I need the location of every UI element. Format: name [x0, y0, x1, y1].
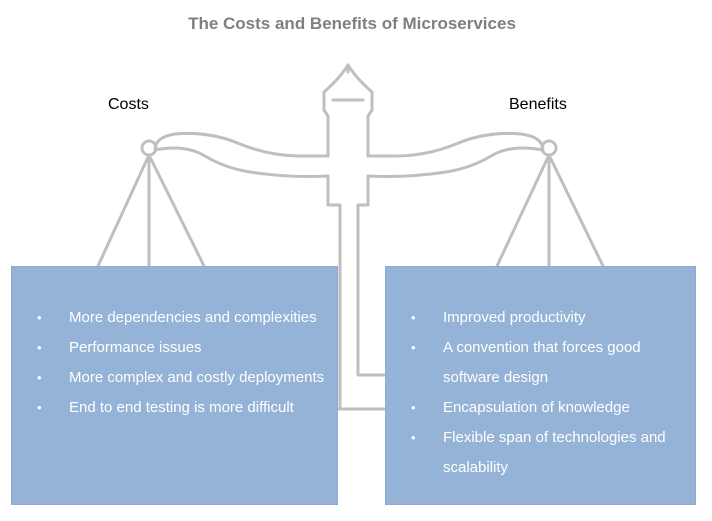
bullet-icon: • — [37, 370, 42, 385]
benefits-list: • Improved productivity • A convention tha… — [411, 303, 683, 483]
benefit-item-text: Encapsulation of knowledge — [443, 399, 630, 416]
list-item: • Improved productivity — [411, 303, 683, 333]
cost-item-text: End to end testing is more difficult — [69, 399, 294, 416]
list-item: • More complex and costly deployments — [37, 363, 325, 393]
bullet-icon: • — [37, 340, 42, 355]
costs-list: • More dependencies and complexities • Per… — [37, 303, 325, 423]
bullet-icon: • — [411, 310, 416, 325]
list-item: • Flexible span of technologies and scala… — [411, 423, 683, 483]
list-item: • Performance issues — [37, 333, 325, 363]
costs-label: Costs — [108, 96, 149, 113]
bullet-icon: • — [411, 340, 416, 355]
diagram-title: The Costs and Benefits of Microservices — [188, 14, 516, 33]
cost-item-text: Performance issues — [69, 339, 202, 356]
list-item: • Encapsulation of knowledge — [411, 393, 683, 423]
list-item: • End to end testing is more difficult — [37, 393, 325, 423]
bullet-icon: • — [37, 310, 42, 325]
bullet-icon: • — [411, 430, 416, 445]
list-item: • A convention that forces good software … — [411, 333, 683, 393]
cost-item-text: More complex and costly deployments — [69, 369, 325, 386]
benefits-label: Benefits — [509, 96, 567, 113]
bullet-icon: • — [37, 400, 42, 415]
costs-panel: • More dependencies and complexities • Per… — [11, 266, 338, 505]
benefit-item-text: A convention that forces good software d… — [443, 339, 641, 386]
benefit-item-text: Improved productivity — [443, 309, 586, 326]
benefit-item-text: Flexible span of technologies and scalab… — [443, 429, 666, 476]
benefits-panel: • Improved productivity • A convention tha… — [385, 266, 696, 505]
cost-item-text: More dependencies and complexities — [69, 309, 317, 326]
bullet-icon: • — [411, 400, 416, 415]
list-item: • More dependencies and complexities — [37, 303, 325, 333]
